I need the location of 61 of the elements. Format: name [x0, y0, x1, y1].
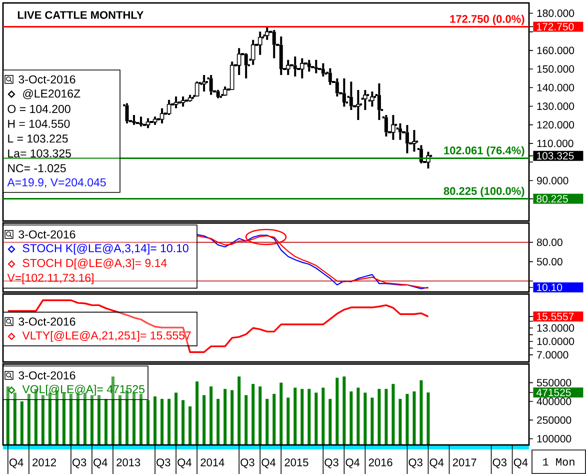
x-tick-label: Q4 [9, 458, 24, 468]
y-tick-label: 471525 [536, 388, 571, 396]
text: LIVE CATTLE MONTHLY [18, 10, 144, 19]
x-tick-label: Q3 [72, 458, 86, 468]
y-tick-label: 10.10 [537, 284, 562, 291]
x-tick-label: Q3 [408, 458, 422, 468]
y-tick-label: 80.00 [536, 238, 562, 246]
annotation: H = 104.550 [8, 120, 70, 128]
x-axis-title: 1 Mon [543, 458, 574, 466]
annotation: 3-Oct-2016 [18, 317, 76, 326]
x-tick-label: 2014 [200, 458, 224, 466]
y-tick-label: 10.0000 [537, 338, 574, 345]
x-tick-label: Q4 [346, 458, 360, 468]
x-tick-label: 2015 [284, 458, 308, 466]
x-tick-label: 2016 [368, 458, 392, 466]
legend-label: STOCH K[@LE@A,3,14]= 10.10 [22, 244, 188, 254]
annotation: O = 104.200 [8, 104, 70, 113]
y-tick-label: 400000 [536, 397, 572, 405]
y-tick-label: 120.000 [537, 120, 574, 128]
y-tick-label: 50.00 [536, 258, 562, 266]
annotation: 3-Oct-2016 [18, 75, 76, 84]
y-tick-label: 160.000 [537, 46, 574, 54]
y-tick-label: 7.0000 [537, 350, 568, 358]
y-tick-label: 130.000 [537, 102, 574, 110]
x-tick-label: Q4 [262, 458, 276, 468]
annotation: 3-Oct-2016 [18, 371, 76, 380]
x-tick-label: 2017 [452, 458, 476, 466]
annotation: 3-Oct-2016 [18, 230, 76, 238]
x-tick-label: 2012 [32, 458, 56, 466]
annotation: @LE2016Z [23, 89, 80, 99]
annotation: V=[102.11,73.16] [7, 273, 94, 284]
x-tick-label: Q3 [492, 458, 506, 468]
legend-label: STOCH D[@LE@A,3]= 9.14 [22, 258, 167, 270]
x-tick-label: Q4 [178, 458, 192, 468]
y-tick-label: 15.5557 [537, 312, 574, 320]
y-tick-label: 150.000 [537, 65, 574, 73]
y-tick-label: 80.225 [536, 194, 568, 202]
y-tick-label: 13.0000 [537, 324, 574, 332]
y-tick-label: 140.000 [537, 84, 574, 92]
y-tick-label: 100000 [537, 434, 572, 442]
annotation: La= 103.325 [8, 149, 71, 158]
ref-line-label: 172.750 (0.0%) [450, 14, 524, 25]
ref-line-label: 102.061 (76.4%) [444, 146, 524, 156]
x-tick-label: Q3 [240, 458, 254, 468]
y-tick-label: 172.750 [537, 22, 574, 30]
annotation: A=19.9, V=204.045 [7, 178, 106, 188]
x-tick-label: Q4 [430, 458, 444, 468]
y-tick-label: 103.325 [537, 152, 574, 160]
annotation: L = 103.225 [8, 134, 68, 142]
x-tick-label: Q4 [514, 458, 528, 468]
y-tick-label: 110.000 [537, 140, 574, 147]
x-tick-label: Q4 [94, 458, 108, 468]
annotation: NC= -1.025 [8, 164, 66, 172]
x-tick-label: Q3 [324, 458, 338, 468]
ref-line-label: 80.225 (100.0%) [444, 186, 524, 197]
y-tick-label: 90.000 [537, 176, 568, 184]
y-tick-label: 550000 [536, 378, 572, 386]
y-tick-label: 180.000 [537, 9, 574, 17]
y-tick-label: 250000 [537, 416, 572, 424]
x-tick-label: 2013 [116, 458, 140, 466]
x-tick-label: Q3 [156, 458, 170, 468]
